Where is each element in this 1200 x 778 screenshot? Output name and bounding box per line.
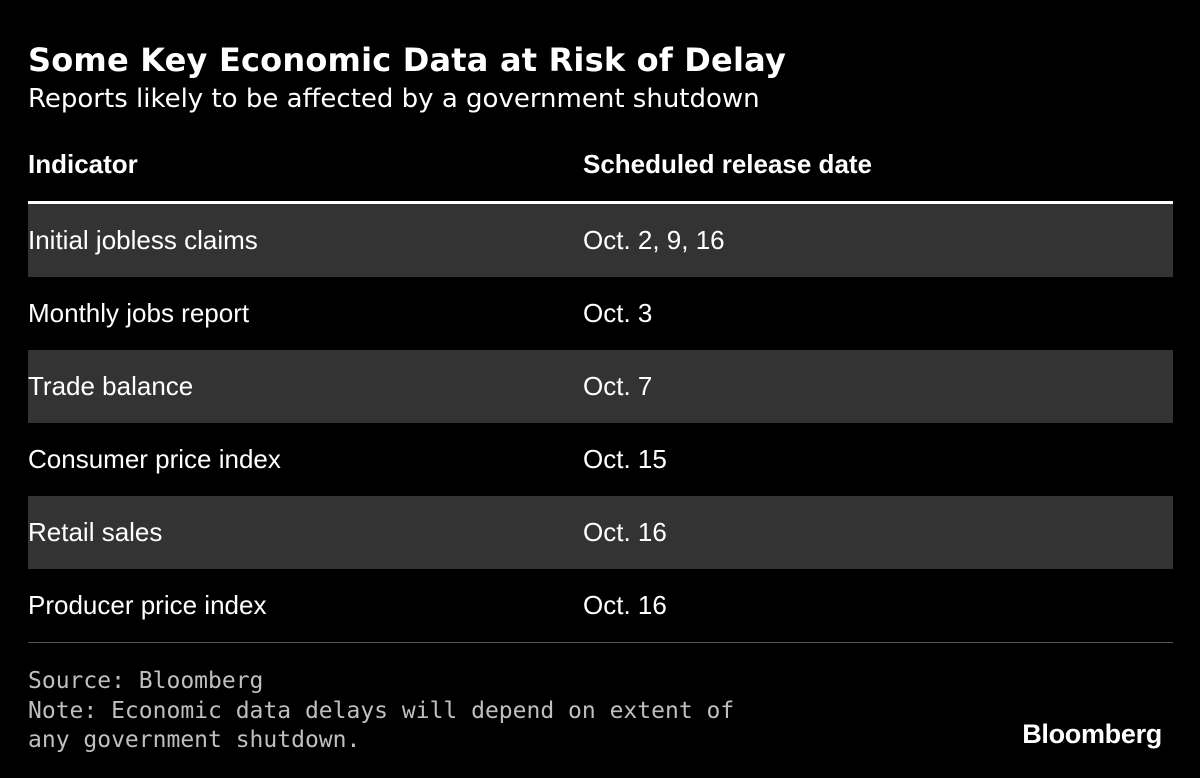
table-row: Consumer price index Oct. 15 (28, 423, 1173, 496)
chart-subtitle: Reports likely to be affected by a gover… (28, 84, 760, 114)
bloomberg-logo: Bloomberg (1022, 719, 1162, 749)
column-header-indicator: Indicator (28, 149, 138, 179)
cell-release-date: Oct. 16 (583, 517, 667, 547)
cell-indicator: Consumer price index (28, 444, 281, 474)
table-row: Retail sales Oct. 16 (28, 496, 1173, 569)
cell-release-date: Oct. 15 (583, 444, 667, 474)
cell-release-date: Oct. 16 (583, 590, 667, 620)
cell-release-date: Oct. 7 (583, 371, 653, 401)
cell-indicator: Monthly jobs report (28, 298, 250, 328)
table-row: Trade balance Oct. 7 (28, 350, 1173, 423)
table-bottom-rule (28, 642, 1173, 643)
source-note: Source: Bloomberg (28, 668, 264, 694)
footnote: Note: Economic data delays will depend o… (28, 698, 735, 753)
chart-container: Some Key Economic Data at Risk of Delay … (28, 0, 1173, 778)
table-header: Indicator Scheduled release date (28, 140, 1173, 204)
column-header-release-date: Scheduled release date (583, 149, 873, 179)
cell-indicator: Retail sales (28, 517, 163, 547)
table-body: Initial jobless claims Oct. 2, 9, 16 Month… (28, 204, 1173, 642)
cell-release-date: Oct. 3 (583, 298, 653, 328)
cell-indicator: Initial jobless claims (28, 225, 258, 255)
table-row: Initial jobless claims Oct. 2, 9, 16 (28, 204, 1173, 277)
cell-indicator: Producer price index (28, 590, 267, 620)
chart-title: Some Key Economic Data at Risk of Delay (28, 41, 787, 79)
table-row: Producer price index Oct. 16 (28, 569, 1173, 642)
data-table: Indicator Scheduled release date Initial… (28, 140, 1173, 643)
cell-release-date: Oct. 2, 9, 16 (583, 225, 725, 255)
table-row: Monthly jobs report Oct. 3 (28, 277, 1173, 350)
cell-indicator: Trade balance (28, 371, 194, 401)
